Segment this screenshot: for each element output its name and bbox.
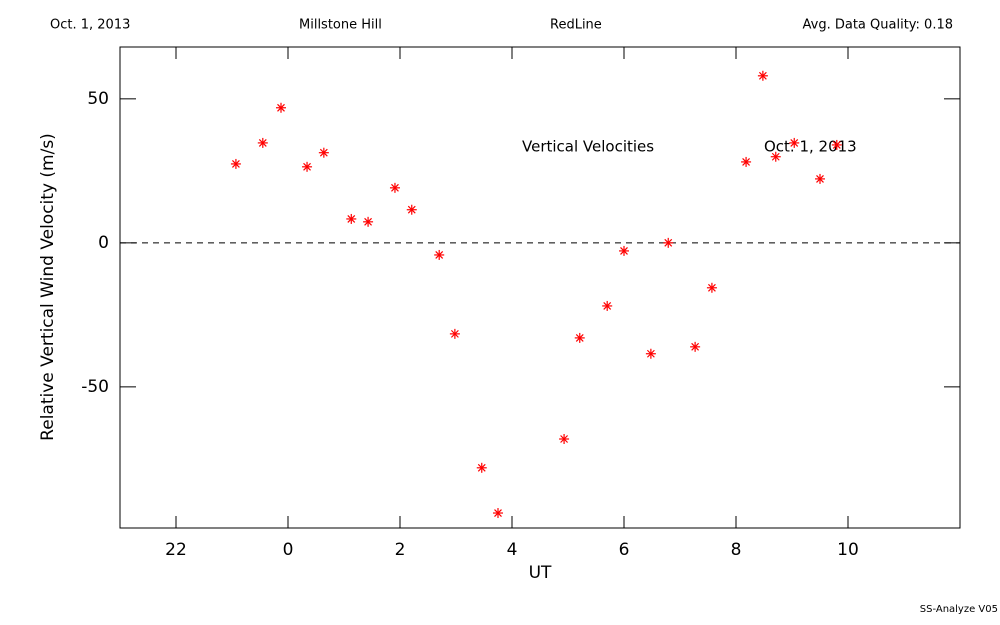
x-tick-label: 6 [619,540,630,560]
point-stroke [664,238,673,247]
point-stroke [450,329,459,338]
point [741,156,752,167]
annotation: Vertical Velocities [522,138,654,156]
point-stroke [494,509,502,517]
point-stroke [231,160,240,168]
x-tick-label: 0 [283,540,294,560]
point [789,137,800,148]
point-stroke [620,246,628,255]
point-stroke [790,138,799,147]
point-stroke [758,71,767,80]
point [276,102,286,113]
point [434,249,445,260]
x-tick-label: 2 [395,540,406,560]
x-tick-label: 10 [837,540,859,560]
point-stroke [560,435,569,443]
point-stroke [364,217,373,226]
point [602,300,613,311]
point-stroke [575,333,584,342]
point-stroke [832,141,841,149]
point [619,245,629,256]
point [757,70,768,81]
point-stroke [816,174,824,183]
point [302,161,313,172]
point-stroke [347,215,356,223]
point [559,434,570,445]
annotation: Oct. 1, 2013 [764,138,857,156]
x-tick-label: 8 [731,540,742,560]
y-tick-label: -50 [81,377,109,397]
point-stroke [391,183,399,192]
point [230,158,241,169]
point-stroke [319,148,328,157]
x-tick-label: 22 [165,540,187,560]
point [493,508,503,519]
point [363,216,374,227]
point [645,348,656,359]
point [449,328,460,339]
point [318,147,329,158]
point [346,213,357,224]
y-tick-label: 0 [98,233,109,253]
point [406,204,417,215]
point-stroke [435,251,444,259]
point [257,137,268,148]
y-tick-label: 50 [87,89,109,109]
point [663,237,674,248]
plot-frame [119,46,961,529]
x-axis-label: UT [529,563,552,583]
point-stroke [771,152,780,161]
point [815,173,825,184]
point-stroke [258,138,267,147]
header-quality: Avg. Data Quality: 0.18 [803,18,953,33]
point-stroke [277,103,285,112]
point-stroke [691,342,700,351]
header-site: Millstone Hill [299,18,382,33]
point-stroke [407,205,416,214]
point-stroke [707,283,716,292]
point [690,341,701,352]
point [476,462,487,473]
point-stroke [742,157,751,166]
point [389,182,400,193]
point [770,151,781,162]
point [574,332,585,343]
point-stroke [646,349,655,358]
y-axis-label: Relative Vertical Wind Velocity (m/s) [38,133,58,441]
point [706,282,717,293]
point [831,139,842,150]
point-stroke [477,463,486,472]
footer: SS-Analyze V05 [920,604,998,615]
x-tick-label: 4 [507,540,518,560]
header-date: Oct. 1, 2013 [50,18,130,33]
point-stroke [603,302,612,310]
point-stroke [303,162,311,171]
header-line: RedLine [550,18,602,33]
